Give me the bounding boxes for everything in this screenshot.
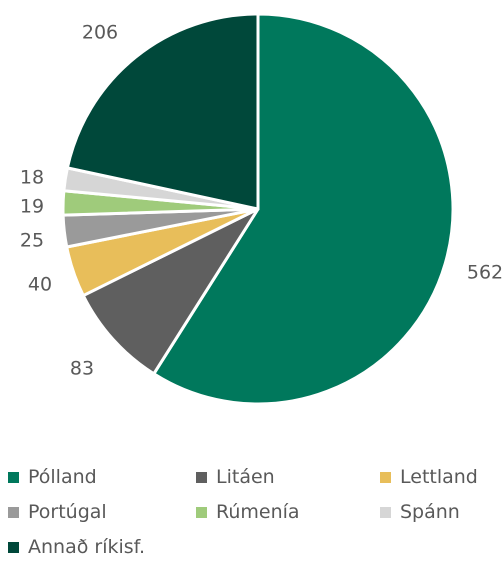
pie-slice-pólland [152, 12, 455, 406]
pie-slices [61, 12, 455, 406]
data-label: 206 [82, 22, 118, 44]
legend-swatch [380, 506, 391, 518]
data-label: 19 [20, 196, 44, 218]
data-label: 18 [20, 167, 44, 189]
legend-swatch [196, 471, 207, 483]
pie-slice-litáen [81, 207, 260, 376]
legend-item: Rúmenía [196, 501, 300, 523]
legend-label: Rúmenía [216, 501, 300, 523]
legend-label: Portúgal [28, 501, 107, 523]
data-label: 562 [467, 262, 503, 284]
data-label: 83 [70, 358, 94, 380]
legend-label: Annað ríkisf. [28, 536, 146, 558]
legend-swatch [8, 506, 19, 518]
legend-swatch [8, 541, 19, 553]
legend-item: Spánn [380, 501, 460, 523]
legend-label: Spánn [400, 501, 460, 523]
pie-chart: 562 83 40 25 19 18 206 [20, 12, 503, 406]
data-label: 40 [28, 274, 52, 296]
legend-item: Litáen [196, 466, 275, 488]
legend-item: Annað ríkisf. [8, 536, 145, 558]
legend-item: Lettland [380, 466, 478, 488]
legend-swatch [380, 471, 391, 483]
legend-item: Pólland [8, 466, 97, 488]
legend-swatch [8, 471, 19, 483]
legend-label: Litáen [216, 466, 275, 488]
legend-label: Lettland [400, 466, 478, 488]
pie-data-labels: 562 83 40 25 19 18 206 [20, 22, 503, 380]
legend-swatch [196, 506, 207, 518]
legend-item: Portúgal [8, 501, 107, 523]
data-label: 25 [20, 230, 44, 252]
legend-label: Pólland [28, 466, 97, 488]
pie-slice-annað-ríkisf- [65, 12, 260, 211]
